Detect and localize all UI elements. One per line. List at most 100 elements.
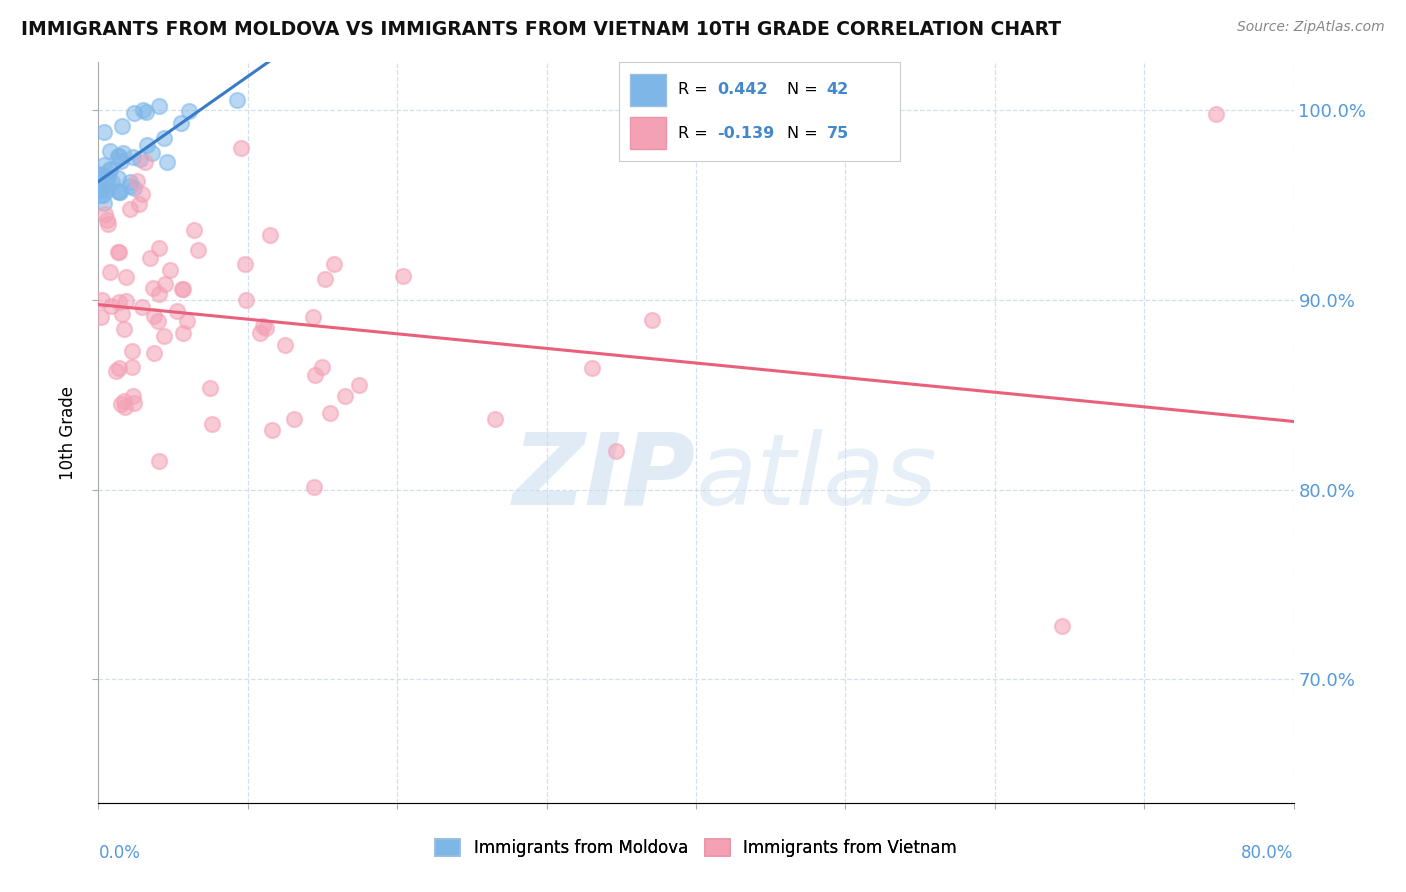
Point	[169, 116, 191, 130]
Point	[125, 174, 148, 188]
Point	[107, 149, 129, 163]
Point	[131, 300, 153, 314]
Point	[166, 303, 188, 318]
Point	[112, 145, 135, 160]
Point	[172, 326, 194, 341]
Point	[128, 197, 150, 211]
Point	[259, 227, 281, 242]
Point	[122, 106, 145, 120]
Point	[91, 293, 114, 307]
Text: R =: R =	[678, 126, 707, 141]
Point	[153, 131, 176, 145]
Point	[90, 183, 112, 197]
Text: 80.0%: 80.0%	[1241, 844, 1294, 862]
Point	[98, 161, 121, 176]
Point	[128, 152, 150, 166]
Point	[176, 314, 198, 328]
Point	[1050, 619, 1073, 633]
Text: ZIP: ZIP	[513, 428, 696, 525]
Text: Source: ZipAtlas.com: Source: ZipAtlas.com	[1237, 20, 1385, 34]
Point	[90, 168, 112, 182]
Point	[132, 103, 155, 117]
Text: -0.139: -0.139	[717, 126, 775, 141]
Point	[172, 282, 194, 296]
Point	[135, 104, 157, 119]
Point	[115, 270, 138, 285]
Point	[122, 181, 145, 195]
Text: 0.442: 0.442	[717, 82, 768, 97]
Point	[94, 173, 117, 187]
Point	[118, 178, 141, 193]
Point	[274, 338, 297, 352]
Point	[97, 170, 120, 185]
Point	[93, 207, 115, 221]
Point	[392, 268, 415, 283]
Point	[134, 155, 156, 169]
Point	[90, 310, 112, 324]
Bar	[630, 74, 666, 105]
Point	[249, 326, 271, 340]
Point	[142, 345, 165, 359]
Point	[96, 183, 118, 197]
Point	[112, 321, 135, 335]
Point	[115, 293, 138, 308]
Point	[229, 141, 252, 155]
Point	[581, 361, 603, 376]
Point	[187, 244, 209, 258]
Point	[135, 137, 157, 152]
Point	[90, 167, 112, 181]
Point	[93, 196, 115, 211]
Point	[226, 94, 249, 108]
Point	[605, 443, 627, 458]
Point	[120, 202, 142, 217]
Point	[96, 212, 118, 227]
Point	[122, 396, 145, 410]
Point	[122, 388, 145, 402]
Point	[142, 281, 165, 295]
Point	[148, 241, 170, 255]
Point	[112, 393, 135, 408]
Point	[177, 103, 200, 118]
Point	[235, 293, 257, 307]
Point	[93, 158, 115, 172]
Point	[131, 187, 153, 202]
Point	[121, 150, 143, 164]
Point	[198, 381, 221, 395]
Point	[105, 364, 128, 378]
Point	[98, 144, 121, 158]
Legend: Immigrants from Moldova, Immigrants from Vietnam: Immigrants from Moldova, Immigrants from…	[436, 839, 956, 857]
Point	[97, 217, 120, 231]
Point	[148, 454, 170, 468]
Text: 0.0%: 0.0%	[98, 844, 141, 862]
Text: 75: 75	[827, 126, 849, 141]
Point	[262, 423, 284, 437]
Point	[319, 406, 342, 420]
Point	[108, 185, 131, 199]
Point	[311, 359, 333, 374]
Point	[90, 188, 112, 202]
Point	[111, 119, 134, 133]
Point	[323, 257, 346, 271]
Point	[142, 309, 165, 323]
Point	[93, 125, 115, 139]
Text: IMMIGRANTS FROM MOLDOVA VS IMMIGRANTS FROM VIETNAM 10TH GRADE CORRELATION CHART: IMMIGRANTS FROM MOLDOVA VS IMMIGRANTS FR…	[21, 20, 1062, 38]
Point	[107, 184, 129, 198]
Point	[110, 154, 132, 169]
Point	[333, 389, 356, 403]
Point	[254, 320, 277, 334]
Point	[201, 417, 224, 432]
Point	[108, 186, 131, 200]
Point	[283, 412, 305, 426]
Point	[98, 265, 121, 279]
Point	[172, 282, 194, 296]
Point	[114, 401, 136, 415]
Point	[107, 244, 129, 259]
Point	[159, 263, 181, 277]
Point	[349, 378, 371, 392]
Point	[152, 328, 174, 343]
Point	[90, 172, 112, 186]
Point	[107, 171, 129, 186]
Point	[93, 187, 115, 202]
Point	[121, 359, 143, 374]
Point	[107, 360, 129, 375]
